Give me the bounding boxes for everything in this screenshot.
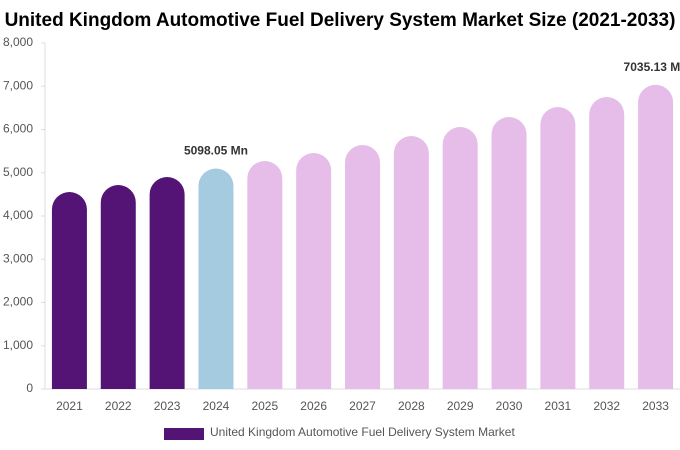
y-tick-label: 7,000 <box>3 78 33 92</box>
x-tick-label: 2032 <box>593 399 620 413</box>
bar <box>149 176 185 389</box>
legend-swatch <box>164 428 204 440</box>
bar <box>442 126 478 389</box>
bar <box>540 107 576 389</box>
chart-title: United Kingdom Automotive Fuel Delivery … <box>5 10 676 31</box>
y-tick-label: 3,000 <box>3 251 33 265</box>
bar <box>393 135 429 389</box>
x-tick-label: 2023 <box>154 399 181 413</box>
value-label: 5098.05 Mn <box>184 144 248 158</box>
x-tick-label: 2031 <box>545 399 572 413</box>
y-tick-label: 8,000 <box>3 35 33 49</box>
bar <box>100 185 136 389</box>
bar <box>589 97 625 389</box>
x-tick-label: 2022 <box>105 399 132 413</box>
y-tick-label: 2,000 <box>3 295 33 309</box>
y-tick-label: 4,000 <box>3 208 33 222</box>
x-tick-label: 2027 <box>349 399 376 413</box>
bar <box>296 152 332 389</box>
y-tick-label: 1,000 <box>3 338 33 352</box>
y-tick-label: 6,000 <box>3 122 33 136</box>
x-tick-label: 2030 <box>496 399 523 413</box>
y-tick-label: 0 <box>26 381 33 395</box>
y-tick-label: 5,000 <box>3 165 33 179</box>
x-tick-label: 2029 <box>447 399 474 413</box>
x-tick-label: 2033 <box>642 399 669 413</box>
x-tick-label: 2028 <box>398 399 425 413</box>
bar <box>247 160 283 389</box>
bar <box>638 84 674 390</box>
x-tick-label: 2025 <box>251 399 278 413</box>
bar <box>51 192 87 389</box>
bar <box>491 117 527 390</box>
x-tick-label: 2026 <box>300 399 327 413</box>
x-tick-label: 2021 <box>56 399 83 413</box>
legend-label: United Kingdom Automotive Fuel Delivery … <box>210 425 515 439</box>
bar <box>345 144 380 389</box>
bar <box>198 168 234 389</box>
x-tick-label: 2024 <box>203 399 230 413</box>
value-label: 7035.13 Mn <box>624 60 680 74</box>
